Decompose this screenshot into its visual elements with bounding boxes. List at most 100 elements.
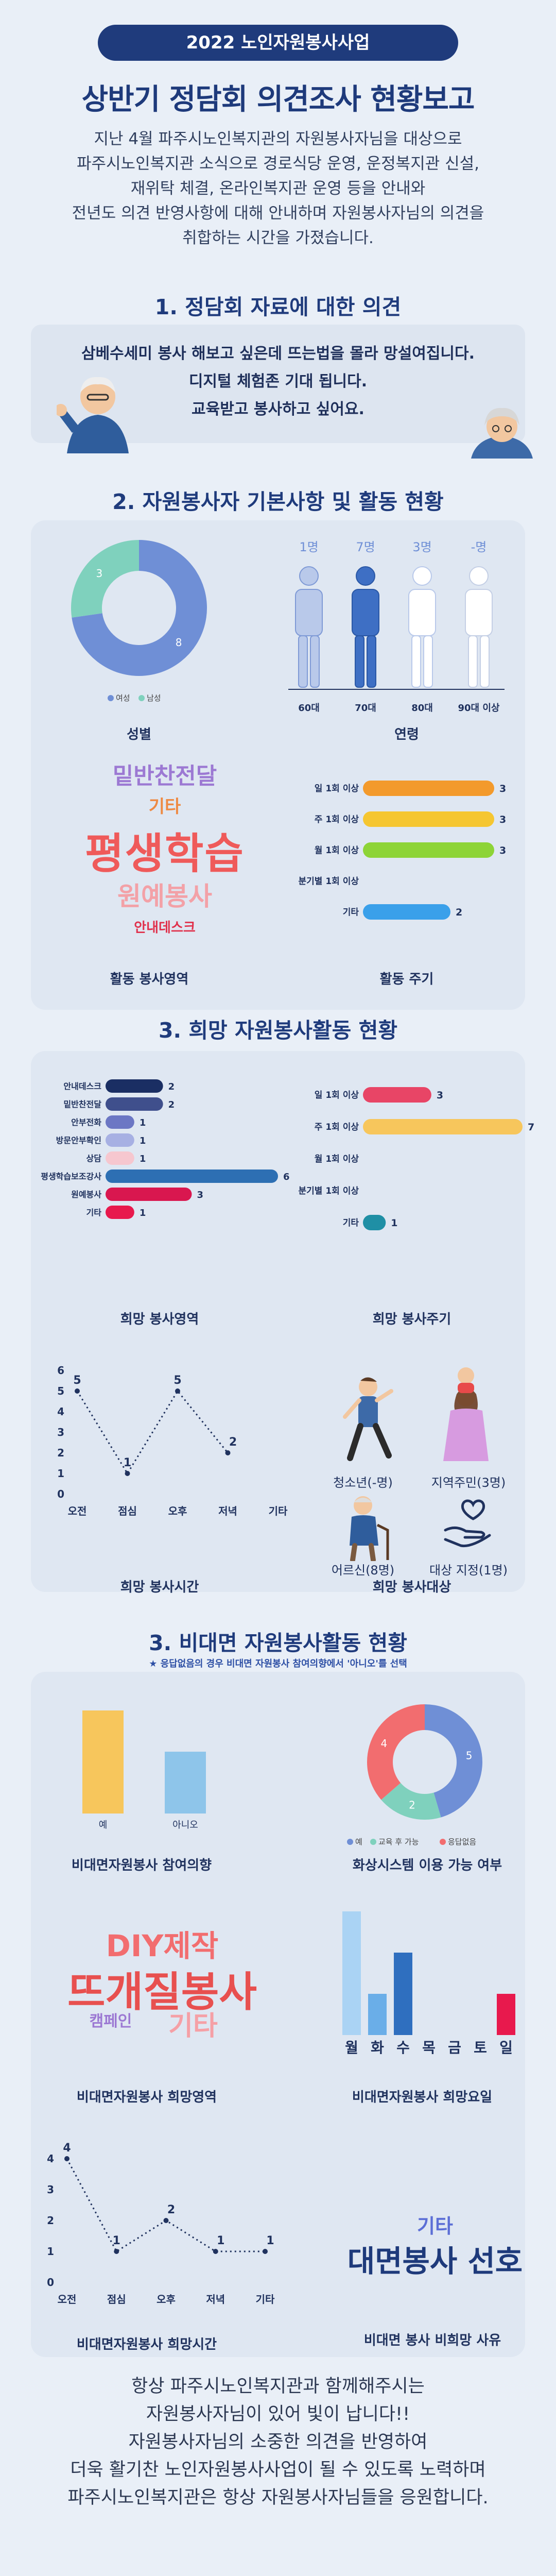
bar (368, 1994, 387, 2035)
word-item: 평생학습 (46, 819, 283, 880)
donut-slice (367, 1704, 425, 1800)
video-caption: 화상시스템 이용 가능 여부 (345, 1855, 510, 1874)
series-line (67, 2159, 265, 2251)
age-figures: 1명 60대 7명 70대 3명 80대 -명 90대 이상 (288, 540, 505, 714)
x-tick: 오후 (168, 1505, 187, 1517)
word-item: 기타 (46, 792, 283, 818)
intro-text: 지난 4월 파주시노인복지관의 자원봉사자님을 대상으로 파주시노인복지관 소식… (31, 127, 525, 250)
age-label: 60대 (298, 703, 320, 714)
word-item: 기타 (329, 2210, 541, 2239)
bar (106, 1079, 163, 1093)
intro-line: 지난 4월 파주시노인복지관의 자원봉사자님을 대상으로 (31, 127, 525, 151)
bar-category: 주 1회 이상 (315, 1122, 359, 1132)
bar-category: 원예봉사 (71, 1190, 101, 1199)
person-leg (299, 636, 307, 687)
bar-category: 기타 (86, 1208, 102, 1217)
age-count: -명 (471, 540, 487, 554)
intro-line: 재위탁 체결, 온라인복지관 운영 등을 안내와 (31, 176, 525, 201)
bar-category: 밑반찬전달 (63, 1099, 101, 1109)
age-label: 80대 (411, 703, 433, 714)
ntime-line: 01234오전 점심 오후 저녁 기타4121 1 (47, 2142, 275, 2306)
bar-value: 1 (140, 1208, 146, 1218)
header-banner: 2022 노인자원봉사사업 (98, 25, 458, 61)
x-tick: 기타 (269, 1505, 288, 1517)
noncontact-field-word-cloud: DIY제작 뜨개질봉사 캠페인 기타 (44, 1911, 281, 2045)
word-item: 원예봉사 (46, 876, 283, 913)
legend-label: 남성 (147, 693, 161, 703)
y-tick: 5 (57, 1385, 64, 1397)
age-count: 7명 (356, 540, 375, 554)
bar-value: 7 (528, 1122, 534, 1133)
footer-message: 항상 파주시노인복지관과 함께해주시는 자원봉사자님이 있어 빛이 납니다!! … (31, 2372, 525, 2512)
page-title: 상반기 정담회 의견조사 현황보고 (0, 76, 556, 118)
legend-label: 예 (355, 1837, 362, 1846)
day-caption: 비대면자원봉사 희망요일 (340, 2087, 505, 2106)
activity-field-caption: 활동 봉사영역 (67, 969, 232, 988)
data-point (125, 1471, 130, 1476)
bar-category: 상담 (86, 1154, 102, 1163)
x-tick: 점심 (118, 1505, 137, 1517)
bar-value: 3 (437, 1090, 443, 1101)
word-item: 기타 (75, 2004, 311, 2043)
slice-label: 8 (176, 636, 182, 649)
bar (363, 904, 450, 920)
word-item: 밑반찬전달 (46, 757, 283, 790)
bar (497, 1994, 515, 2035)
bar-value: 2 (168, 1081, 175, 1092)
age-pictogram-chart: 1명60대7명70대3명80대-명90대 이상 (288, 536, 525, 716)
intent-bar-chart: 예 아니오 (62, 1695, 247, 1834)
y-tick: 1 (57, 1467, 64, 1480)
person-head (300, 567, 318, 585)
senior-with-cane-illustration (337, 1494, 399, 1561)
hope-time-caption: 희망 봉사시간 (77, 1577, 242, 1596)
bar (363, 1119, 523, 1134)
person-head (356, 567, 375, 585)
resident-family-illustration (435, 1365, 497, 1463)
teen-illustration (340, 1376, 396, 1463)
hope-cycle-bar-chart: 일 1회 이상 3주 1회 이상 7월 1회 이상분기별 1회 이상기타 1 (286, 1030, 543, 1298)
word-item: 안내데스크 (46, 917, 283, 936)
gender-caption: 성별 (57, 724, 221, 743)
word-item: 대면봉사 선호 (329, 2237, 541, 2280)
bar-category: 일 1회 이상 (315, 1090, 359, 1100)
data-point (225, 1450, 231, 1455)
slice-label: 3 (96, 567, 103, 580)
bar-category: 월 (345, 2039, 358, 2056)
bar-category: 월 1회 이상 (315, 845, 359, 856)
hope-target-panel: 청소년(-명) 지역주민(3명) 어르신(8명) 대상 지정(1명) (309, 1355, 525, 1571)
y-tick: 0 (57, 1488, 64, 1500)
y-tick: 2 (47, 2214, 54, 2227)
bar-category: 안내데스크 (63, 1081, 101, 1091)
reason-caption: 비대면 봉사 비희망 사유 (335, 2330, 530, 2349)
age-count: 3명 (412, 540, 431, 554)
y-tick: 2 (57, 1447, 64, 1459)
intent-bars: 예 아니오 (82, 1710, 206, 1831)
intent-caption: 비대면자원봉사 참여의향 (59, 1855, 224, 1874)
data-point (164, 2218, 169, 2223)
data-label: 5 (173, 1374, 181, 1387)
data-label: 1 (113, 2234, 120, 2247)
day-bar-chart: 월화수목금토일 (329, 1901, 535, 2071)
reason-word-cloud: 기타 대면봉사 선호 (329, 2210, 546, 2293)
bar-value: 1 (140, 1117, 146, 1128)
noncontact-field-caption: 비대면자원봉사 희망영역 (64, 2087, 229, 2106)
x-tick: 기타 (256, 2293, 275, 2306)
footer-line: 항상 파주시노인복지관과 함께해주시는 (31, 2372, 525, 2400)
x-tick: 오후 (157, 2293, 176, 2306)
age-label: 70대 (355, 703, 376, 714)
video-system-donut-chart: 524 예 교육 후 가능 응답없음 (340, 1695, 515, 1850)
section1-title: 1. 정담회 자료에 대한 의견 (0, 290, 556, 320)
gender-legend: 여성 남성 (108, 693, 161, 703)
person-leg (355, 636, 364, 687)
activity-field-word-cloud: 밑반찬전달 기타 평생학습 원예봉사 안내데스크 (46, 757, 283, 948)
hfield-bars: 안내데스크 2밑반찬전달 2안부전화 1방문안부확인 1상담 1평생학습보조강사 6원예봉사… (41, 1079, 289, 1219)
legend-dot (347, 1839, 353, 1845)
bar (363, 781, 494, 796)
video-slices: 5 2 4 (367, 1704, 482, 1820)
bar-category: 기타 (343, 907, 359, 918)
bar-category: 예 (99, 1820, 108, 1831)
series-line (77, 1391, 228, 1473)
data-point (213, 2249, 218, 2254)
bar-category: 금 (448, 2039, 461, 2056)
